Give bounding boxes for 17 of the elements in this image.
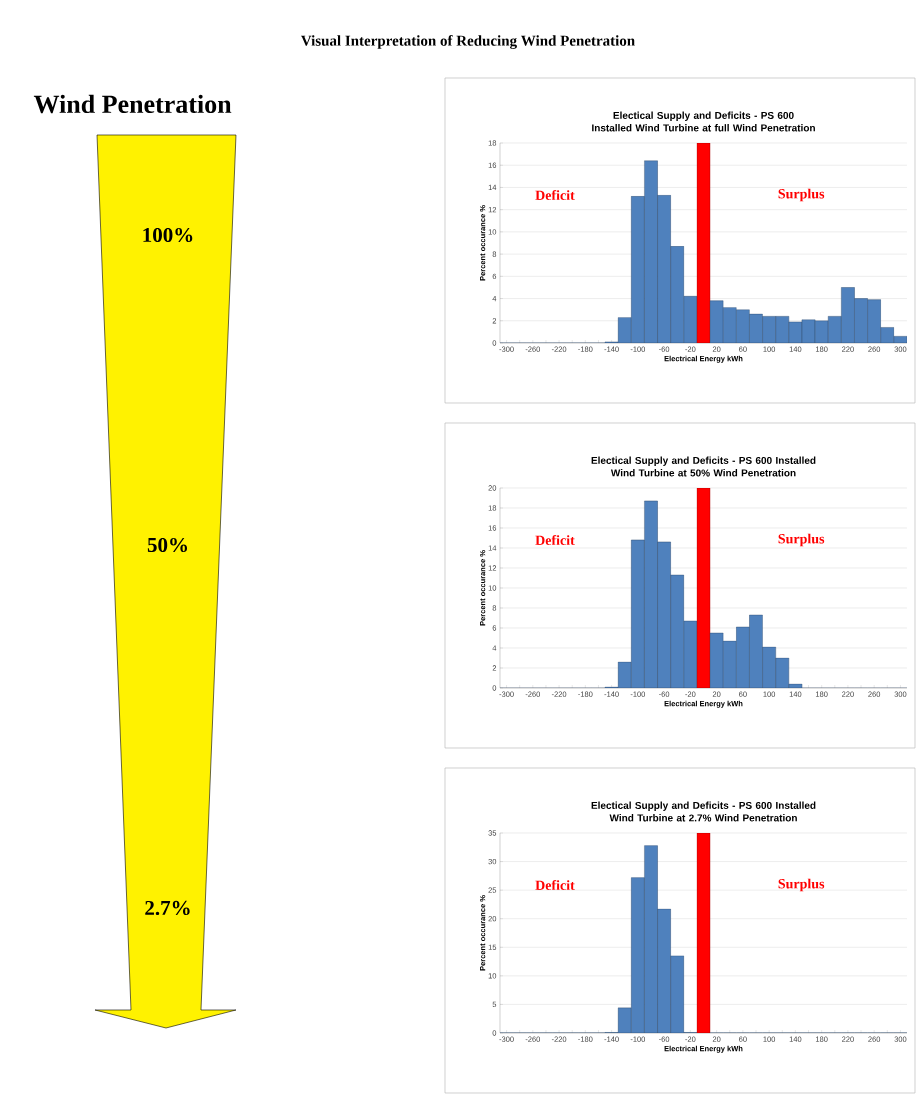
text: 50% [147,537,188,553]
text: 2.7% [145,900,190,916]
annotation: Surplus [778,533,825,547]
chart-title: Electical Supply and Deficits - PS 600 Installed Wind Turbine at 2.7% Wind Penetration [591,801,816,822]
chart-title: Electical Supply and Deficits - PS 600 Installed Wind Turbine at full Wind Penetration [592,111,815,132]
text: Visual Interpretation of Reducing Wind Penetration [301,35,635,49]
annotation: Deficit [535,189,575,200]
text: 100% [143,227,193,243]
annotation: Deficit [535,879,575,890]
bar [696,832,711,1033]
chart-title: Electical Supply and Deficits - PS 600 Installed Wind Turbine at 50% Wind Penetration [591,456,816,477]
annotation: Deficit [535,534,575,545]
annotation: Surplus [778,188,825,202]
annotation: Surplus [778,878,825,892]
bar [696,487,711,688]
text: Wind Penetration [33,94,232,114]
bar [696,143,711,343]
